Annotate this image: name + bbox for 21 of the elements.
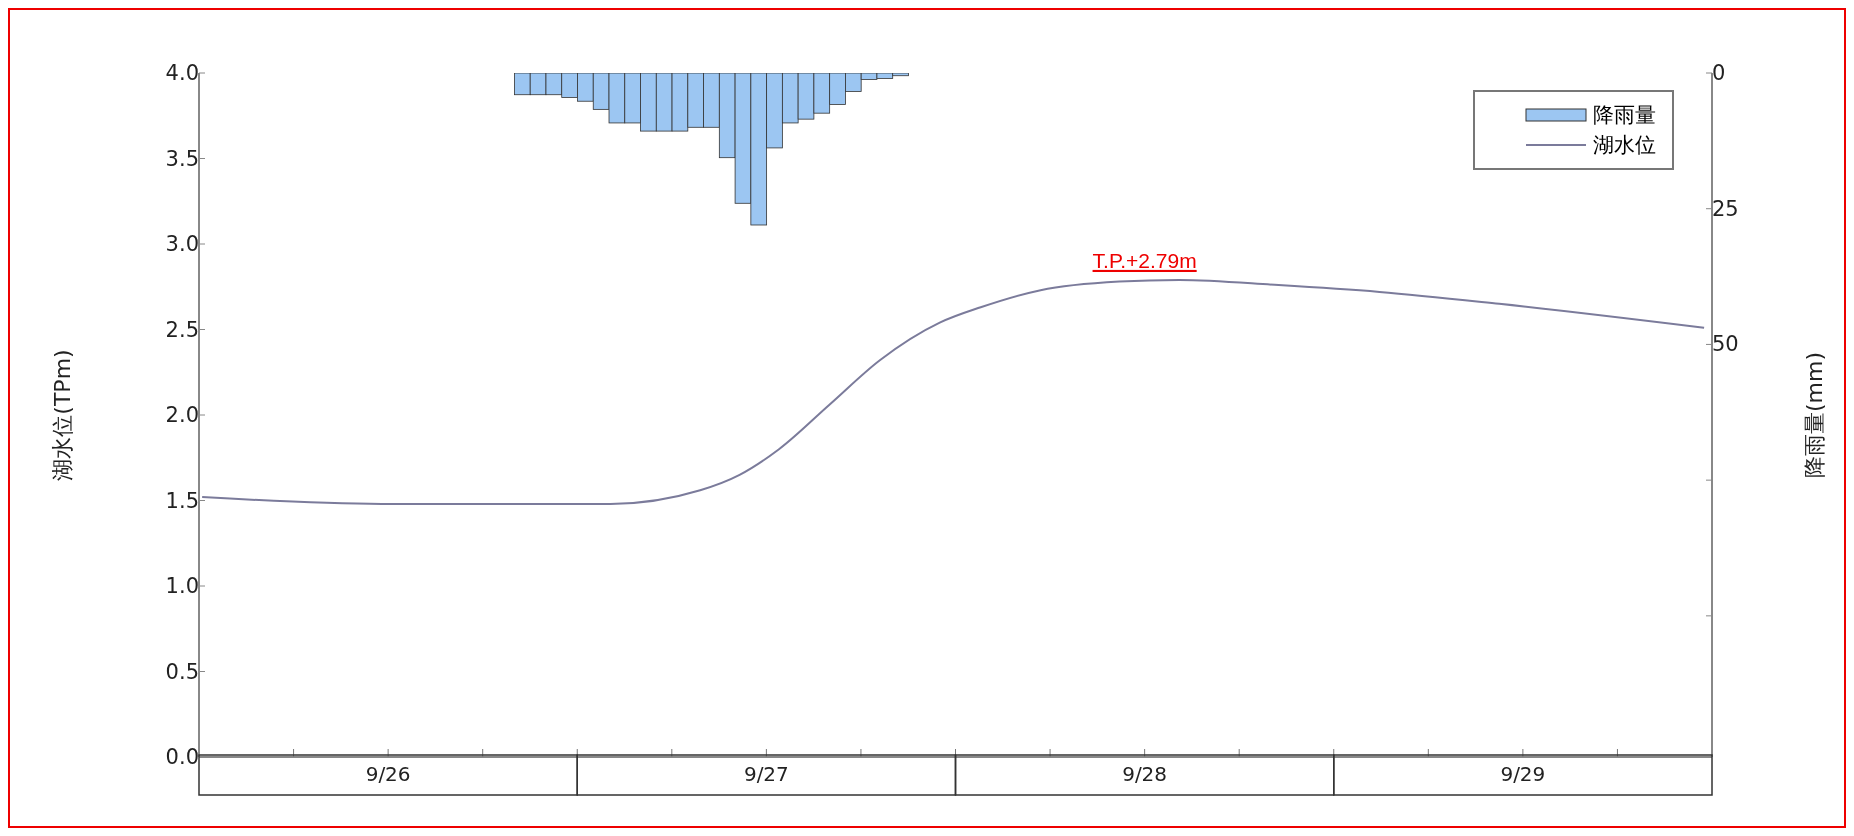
y-tick-label: 3.5	[165, 146, 199, 171]
annotation: T.P.+2.79m	[1092, 248, 1197, 272]
y2-tick-label: 25	[1712, 196, 1739, 221]
y-tick-label: 4.0	[165, 61, 199, 85]
y2-axis-title: 降雨量(mm)	[1802, 351, 1827, 479]
y2-tick-label: 50	[1712, 332, 1739, 357]
y-axis-title: 湖水位(TPm)	[50, 349, 75, 481]
y-tick-label: 2.5	[165, 317, 199, 342]
legend-label: 降雨量	[1593, 102, 1656, 129]
legend-label: 湖水位	[1593, 132, 1656, 159]
x-tick-label: 9/26	[365, 762, 411, 786]
y-tick-label: 0.0	[165, 745, 199, 769]
x-tick-label: 9/29	[1500, 762, 1546, 786]
x-tick-label: 9/27	[743, 762, 789, 786]
x-tick-label: 9/28	[1122, 762, 1168, 786]
y-tick-label: 3.0	[165, 232, 199, 256]
y-tick-label: 2.0	[165, 403, 199, 427]
y-tick-label: 1.0	[165, 574, 199, 598]
y-tick-label: 0.5	[165, 659, 199, 684]
y2-tick-label: 0	[1712, 61, 1726, 85]
y-tick-label: 1.5	[165, 488, 199, 513]
